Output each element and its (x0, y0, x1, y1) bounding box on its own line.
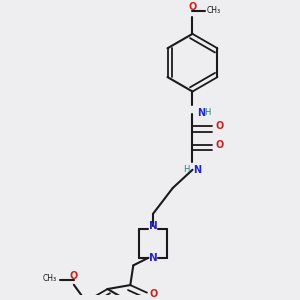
Text: CH₃: CH₃ (206, 6, 220, 15)
Text: H: H (183, 165, 189, 174)
Text: O: O (150, 289, 158, 299)
Text: H: H (204, 108, 210, 117)
Text: O: O (216, 122, 224, 131)
Text: N: N (149, 253, 158, 263)
Text: N: N (193, 165, 201, 175)
Text: O: O (188, 2, 196, 12)
Text: N: N (149, 221, 158, 231)
Text: N: N (197, 108, 205, 118)
Text: CH₃: CH₃ (43, 274, 57, 283)
Text: O: O (70, 271, 78, 281)
Text: O: O (216, 140, 224, 150)
